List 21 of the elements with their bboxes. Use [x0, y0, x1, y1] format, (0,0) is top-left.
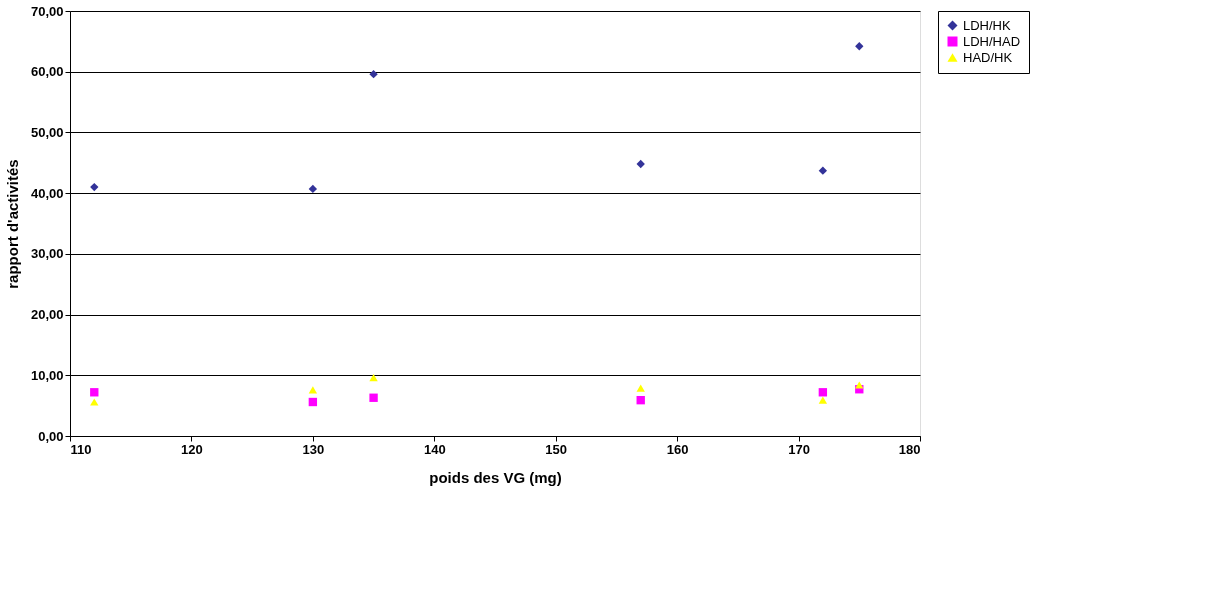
y-tick-label: 20,00 [30, 307, 64, 323]
legend-label: LDH/HK [963, 17, 1012, 33]
x-tick-label: 160 [666, 441, 689, 457]
y-tick-label: 70,00 [30, 3, 64, 19]
x-tick-label: 120 [181, 441, 203, 457]
x-tick-label: 180 [898, 441, 921, 457]
x-axis-title: poids des VG (mg) [429, 468, 562, 486]
x-tick-label: 170 [788, 441, 810, 457]
y-tick-label: 0,00 [38, 428, 64, 444]
y-tick-label: 10,00 [30, 367, 64, 383]
x-tick-label: 150 [545, 441, 568, 457]
x-tick-label: 110 [70, 441, 92, 457]
y-axis-title: rapport d'activités [3, 159, 21, 289]
y-tick-label: 60,00 [30, 64, 64, 80]
legend-label: HAD/HK [963, 49, 1013, 65]
legend-label: LDH/HAD [963, 33, 1021, 49]
y-tick-label: 30,00 [30, 246, 64, 262]
x-tick-label: 140 [423, 441, 446, 457]
y-tick-label: 50,00 [30, 124, 64, 140]
y-tick-label: 40,00 [30, 185, 64, 201]
x-tick-label: 130 [302, 441, 325, 457]
